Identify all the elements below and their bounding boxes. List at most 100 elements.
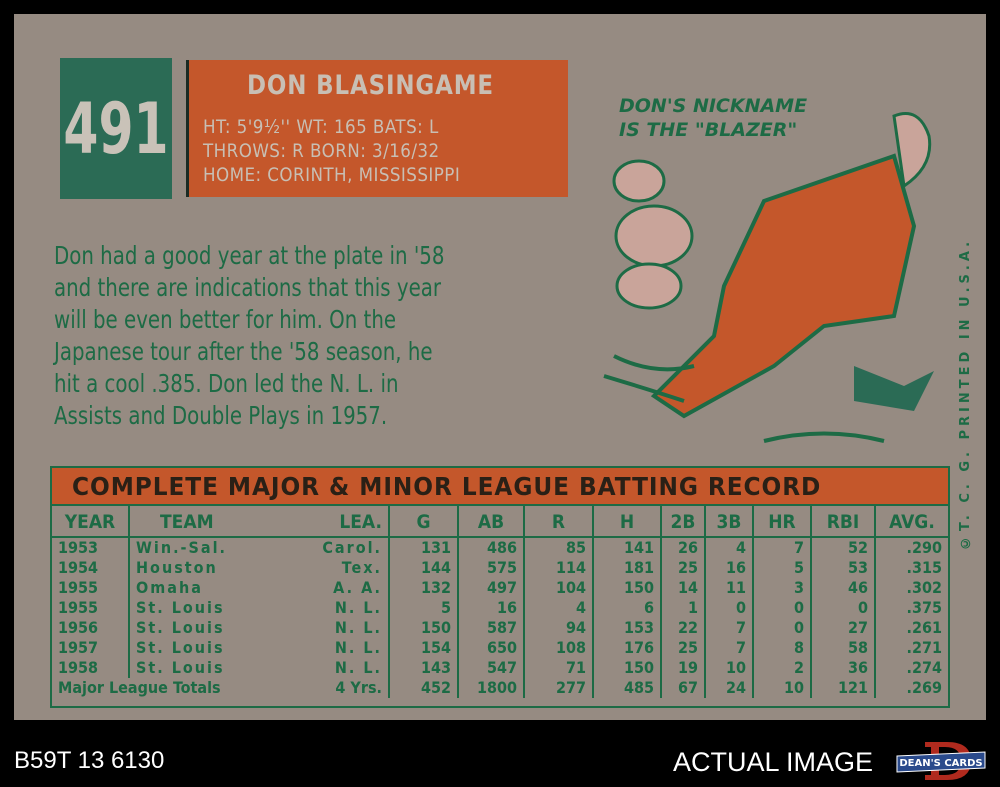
cartoon-illustration xyxy=(603,112,934,443)
totals-years: 4 Yrs. xyxy=(335,678,382,697)
player-body xyxy=(650,153,917,419)
cell-lea: A. A. xyxy=(333,578,382,597)
speed-lines xyxy=(603,354,885,443)
cell-r: 104 xyxy=(525,578,594,598)
bio-text: Don had a good year at the plate in '58 … xyxy=(54,240,574,432)
cell-r: 85 xyxy=(525,538,594,558)
logo-text: DEAN'S CARDS xyxy=(899,758,982,769)
cell-2b: 22 xyxy=(662,618,706,638)
vitals-line: HT: 5'9½'' WT: 165 BATS: L xyxy=(203,116,439,138)
cell-ab: 486 xyxy=(459,538,525,558)
cell-rbi: 0 xyxy=(812,598,876,618)
cell-avg: .274 xyxy=(906,658,942,677)
printed-in-usa: ©T. C. G. PRINTED IN U.S.A. xyxy=(958,237,973,551)
cell-year: 1954 xyxy=(52,558,130,578)
col-hr: HR xyxy=(754,506,812,538)
col-3b: 3B xyxy=(706,506,754,538)
cell-team-lea: Win.-Sal. Carol. xyxy=(130,538,390,558)
cell: 277 xyxy=(525,678,594,698)
col-2b: 2B xyxy=(662,506,706,538)
bio-line: Japanese tour after the '58 season, he xyxy=(54,337,433,366)
cell-team: Houston xyxy=(136,558,218,577)
cell-3b: 7 xyxy=(706,638,754,658)
cell-lea: Tex. xyxy=(341,558,382,577)
cert-number: B59T 13 6130 xyxy=(14,747,165,774)
cell-team: St. Louis xyxy=(136,658,225,677)
cell-r: 71 xyxy=(525,658,594,678)
cell-hr: 8 xyxy=(754,638,812,658)
cell-lea: Carol. xyxy=(322,538,382,557)
cell-team-lea: St. Louis N. L. xyxy=(130,638,390,658)
col-r: R xyxy=(525,506,594,538)
cell-ab: 650 xyxy=(459,638,525,658)
cell-year: 1955 xyxy=(52,598,130,618)
cell-lea: N. L. xyxy=(334,598,382,617)
cell-r: 108 xyxy=(525,638,594,658)
col-avg: AVG. xyxy=(889,511,935,533)
cell-2b: 26 xyxy=(662,538,706,558)
cell-rbi: 27 xyxy=(812,618,876,638)
table-body: 1953 Win.-Sal. Carol. 131 486 85 141 26 4 7 52.290… xyxy=(52,538,948,678)
cell-team: St. Louis xyxy=(136,618,225,637)
cell-lea: N. L. xyxy=(334,638,382,657)
cell-3b: 11 xyxy=(706,578,754,598)
table-row: 1953 Win.-Sal. Carol. 131 486 85 141 26 4 7 52 .290 xyxy=(52,538,948,558)
cell-2b: 25 xyxy=(662,638,706,658)
cell-rbi: 46 xyxy=(812,578,876,598)
deans-cards-logo: DEAN'S CARDS xyxy=(896,742,986,780)
cell-2b: 25 xyxy=(662,558,706,578)
cell-hr: 3 xyxy=(754,578,812,598)
cell-3b: 16 xyxy=(706,558,754,578)
cell-2b: 19 xyxy=(662,658,706,678)
cell-hr: 0 xyxy=(754,618,812,638)
totals-row: Major League Totals 4 Yrs. 452 1800 277 4… xyxy=(52,678,948,698)
cell-team-lea: Houston Tex. xyxy=(130,558,390,578)
table-row: 1955 St. Louis N. L. 5 16 4 6 1 0 0 0.375 xyxy=(52,598,948,618)
cell-h: 150 xyxy=(594,658,662,678)
cell-hr: 7 xyxy=(754,538,812,558)
cell-h: 176 xyxy=(594,638,662,658)
smoke-cloud xyxy=(612,159,694,310)
table-title-text: COMPLETE MAJOR & MINOR LEAGUE BATTING RE… xyxy=(72,471,822,501)
caption-line: DON'S NICKNAME xyxy=(619,95,808,117)
cell-hr: 5 xyxy=(754,558,812,578)
cell-3b: 4 xyxy=(706,538,754,558)
bio-line: Assists and Double Plays in 1957. xyxy=(54,401,388,430)
cell-g: 154 xyxy=(390,638,459,658)
cell-g: 131 xyxy=(390,538,459,558)
cell-avg: .261 xyxy=(906,618,942,637)
player-head xyxy=(892,112,932,189)
cell-ab: 547 xyxy=(459,658,525,678)
cell-h: 141 xyxy=(594,538,662,558)
player-info-box: DON BLASINGAME HT: 5'9½'' WT: 165 BATS: … xyxy=(186,60,568,197)
cell-team: Omaha xyxy=(136,578,203,597)
cell-year: 1957 xyxy=(52,638,130,658)
table-row: 1957 St. Louis N. L. 154 650 108 176 25 7 8 58 .271 xyxy=(52,638,948,658)
cell-year: 1953 xyxy=(52,538,130,558)
cell-avg: .375 xyxy=(906,598,942,617)
batting-record-table: YEAR TEAM LEA. G AB R H 2B 3B HR RBI AVG.… xyxy=(50,506,950,708)
col-rbi: RBI xyxy=(812,506,876,538)
cell: 121 xyxy=(812,678,876,698)
cell-ab: 575 xyxy=(459,558,525,578)
col-year: YEAR xyxy=(52,506,130,538)
cell-rbi: 52 xyxy=(812,538,876,558)
cell-ab: 497 xyxy=(459,578,525,598)
cell-r: 94 xyxy=(525,618,594,638)
cell-team: Win.-Sal. xyxy=(136,538,227,557)
totals-label-cell: Major League Totals 4 Yrs. xyxy=(52,678,390,698)
cell-rbi: 53 xyxy=(812,558,876,578)
cell-team: St. Louis xyxy=(136,598,225,617)
cell-ab: 16 xyxy=(459,598,525,618)
col-ab: AB xyxy=(459,506,525,538)
col-g: G xyxy=(390,506,459,538)
cell-lea: N. L. xyxy=(334,658,382,677)
logo-banner xyxy=(896,751,986,773)
bio-line: will be even better for him. On the xyxy=(54,305,397,334)
cell: 10 xyxy=(754,678,812,698)
cell-team-lea: St. Louis N. L. xyxy=(130,658,390,678)
cell-g: 132 xyxy=(390,578,459,598)
actual-image-label: ACTUAL IMAGE xyxy=(673,747,874,777)
cell: 452 xyxy=(390,678,459,698)
cell-team: St. Louis xyxy=(136,638,225,657)
